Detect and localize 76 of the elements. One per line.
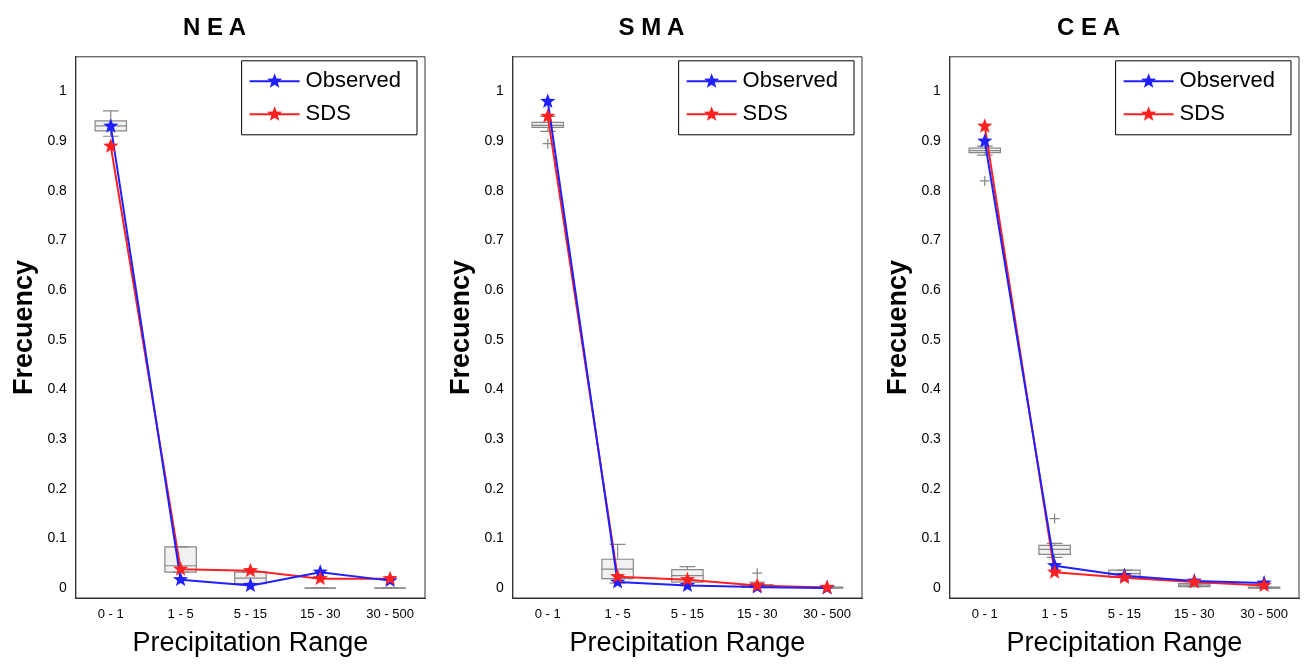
y-tick-label: 1 [496,82,505,99]
x-tick-label: 15 - 30 [737,606,778,622]
point [103,118,119,133]
point [1046,564,1063,579]
y-axis-title: Frecuency [7,259,38,395]
y-tick-label: 0.4 [47,380,68,397]
x-tick-label: 30 - 500 [803,606,851,622]
chart-title: S M A [618,13,685,41]
y-axis-title: Frecuency [444,259,475,395]
point [173,561,189,576]
legend-label: SDS [742,100,788,126]
y-tick-label: 0 [496,578,505,595]
x-tick-label: 5 - 15 [670,606,705,622]
y-tick-label: 1 [933,82,942,99]
point [103,138,119,153]
y-tick-label: 0.6 [484,281,505,298]
x-axis-title: Precipitation Range [569,627,806,658]
y-tick-label: 0.5 [921,330,942,347]
legend-label: SDS [305,100,351,126]
y-tick-label: 0.9 [47,132,68,149]
y-tick-label: 0.4 [484,380,505,397]
x-tick-label: 30 - 500 [366,606,414,622]
legend-label: Observed [1179,67,1276,93]
y-tick-label: 0.3 [484,429,505,446]
y-tick-label: 0.3 [921,429,942,446]
y-tick-label: 0.7 [921,231,942,248]
y-tick-label: 0.8 [47,181,68,198]
y-axis-title: Frecuency [881,259,912,395]
chart-title: C E A [1056,13,1121,41]
point [540,108,556,123]
y-tick-label: 0.1 [47,529,68,546]
x-tick-label: 0 - 1 [97,606,124,622]
y-tick-label: 0.9 [484,132,505,149]
x-axis-title: Precipitation Range [1006,627,1243,658]
y-tick-label: 0.2 [484,479,505,496]
y-tick-label: 0.8 [484,181,505,198]
y-tick-label: 0.2 [47,479,68,496]
legend-label: Observed [742,67,839,93]
y-tick-label: 0.6 [47,281,68,298]
x-axis-title: Precipitation Range [132,627,369,658]
y-tick-label: 0.7 [484,231,505,248]
y-tick-label: 0.1 [921,529,942,546]
y-tick-label: 0 [59,578,68,595]
y-tick-label: 0.5 [47,330,68,347]
y-tick-label: 0.5 [484,330,505,347]
y-tick-label: 0.8 [921,181,942,198]
x-tick-label: 0 - 1 [971,606,998,622]
y-tick-label: 0.7 [47,231,68,248]
y-tick-label: 1 [59,82,68,99]
x-tick-label: 1 - 5 [167,606,194,622]
point [977,133,993,148]
y-tick-label: 0 [933,578,942,595]
point [312,570,328,586]
point [977,118,993,133]
chart-title: N E A [182,13,247,41]
y-tick-label: 0.2 [921,479,942,496]
y-tick-label: 0.1 [484,529,505,546]
y-tick-label: 0.9 [921,132,942,149]
x-tick-label: 30 - 500 [1240,606,1288,622]
x-tick-label: 5 - 15 [1107,606,1142,622]
x-tick-label: 0 - 1 [534,606,561,622]
legend-label: Observed [305,67,402,93]
x-tick-label: 1 - 5 [1041,606,1068,622]
x-tick-label: 5 - 15 [233,606,268,622]
x-tick-label: 1 - 5 [604,606,631,622]
point [540,93,556,108]
point [173,571,189,587]
point [679,571,696,587]
y-tick-label: 0.6 [921,281,942,298]
point [242,562,259,578]
x-tick-label: 15 - 30 [300,606,341,622]
legend-label: SDS [1179,100,1225,126]
point [242,577,259,593]
x-tick-label: 15 - 30 [1174,606,1215,622]
y-tick-label: 0.4 [921,380,942,397]
y-tick-label: 0.3 [47,429,68,446]
